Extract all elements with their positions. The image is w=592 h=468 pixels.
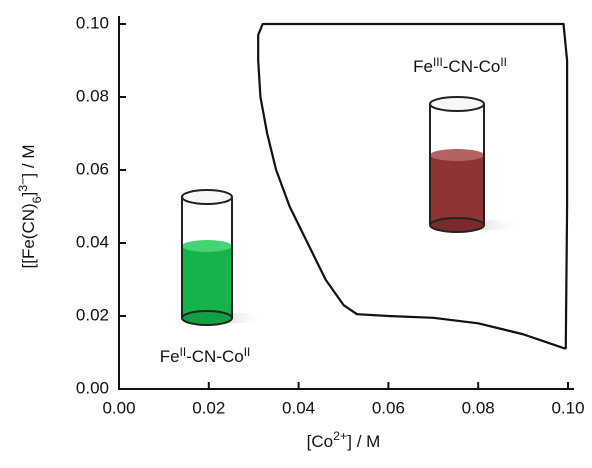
y-tick-label: 0.08 <box>76 86 109 105</box>
y-axis-label-part: ] / M <box>19 144 38 177</box>
chart: 0.00 0.02 0.04 0.06 0.08 0.10 0.00 0.02 0.04 0.06… <box>0 0 592 463</box>
x-axis-label-part: ] / M <box>347 432 380 451</box>
x-tick-label: 0.02 <box>192 398 225 417</box>
x-tick-label: 0.10 <box>551 398 584 417</box>
green-vial <box>182 190 266 325</box>
annotation-part: II <box>500 56 507 69</box>
x-tick-label: 0.06 <box>372 398 405 417</box>
y-axis-label: [[Fe(CN)6]3−] / M <box>16 144 44 268</box>
annotation-part: Fe <box>413 57 433 76</box>
x-tick-label: 0.08 <box>462 398 495 417</box>
y-axis-label-part: [[Fe(CN) <box>19 203 38 268</box>
x-axis-label: [Co2+] / M <box>307 429 381 451</box>
x-axis-label-part: [Co <box>307 432 333 451</box>
annotation: FeII-CN-CoII <box>160 346 251 367</box>
y-tick-label: 0.04 <box>76 232 109 251</box>
y-tick-label: 0.06 <box>76 159 109 178</box>
annotation-part: II <box>244 346 251 359</box>
annotation: FeIII-CN-CoII <box>413 56 507 77</box>
x-tick-label: 0.00 <box>102 398 135 417</box>
x-tick-label: 0.04 <box>282 398 315 417</box>
annotation-part: III <box>433 56 443 69</box>
red-vial <box>430 97 522 232</box>
y-tick-label: 0.02 <box>76 305 109 324</box>
x-axis-label-part: 2+ <box>333 429 347 443</box>
y-tick-label: 0.00 <box>76 378 109 397</box>
y-axis-label-part: 3− <box>16 178 30 192</box>
annotation-part: Fe <box>160 347 180 366</box>
annotation-part: -CN-Co <box>186 347 244 366</box>
y-tick-label: 0.10 <box>76 13 109 32</box>
annotation-part: -CN-Co <box>443 57 501 76</box>
